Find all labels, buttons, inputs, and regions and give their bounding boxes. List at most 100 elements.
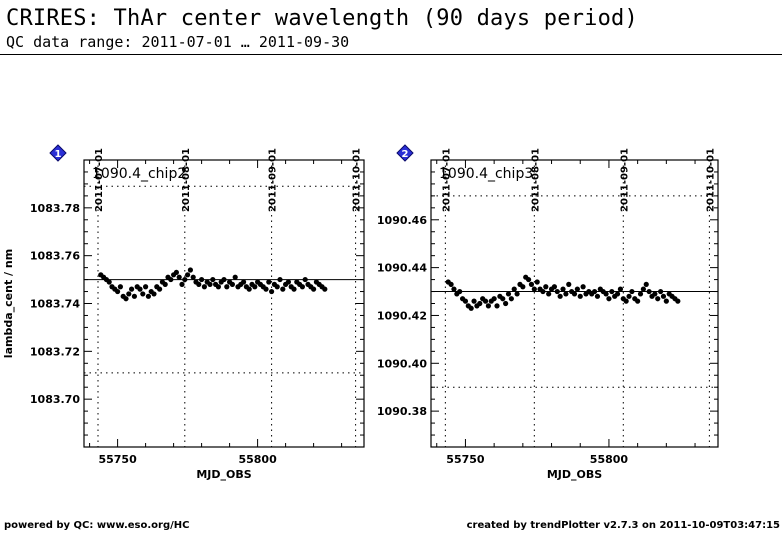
- data-point: [594, 293, 601, 299]
- data-point: [554, 288, 560, 295]
- data-point: [190, 274, 196, 280]
- data-point: [626, 293, 632, 299]
- data-point: [520, 284, 526, 290]
- data-point: [525, 276, 532, 283]
- data-point: [201, 284, 207, 290]
- data-point: [503, 300, 509, 307]
- data-point: [675, 298, 681, 304]
- data-point: [451, 286, 457, 292]
- date-tick-label: 2011-08-01: [530, 148, 541, 212]
- data-point: [277, 276, 283, 283]
- data-point: [115, 288, 121, 295]
- data-point: [252, 284, 258, 290]
- panel-badge-number: 1: [55, 149, 62, 160]
- data-point: [207, 281, 213, 287]
- date-tick-label: 2011-09-01: [268, 148, 279, 212]
- data-point: [617, 286, 624, 292]
- data-point: [173, 269, 179, 276]
- data-point: [131, 293, 137, 299]
- data-point: [658, 288, 664, 295]
- footer-powered-by: powered by QC: www.eso.org/HC: [4, 520, 190, 531]
- data-point: [224, 284, 230, 290]
- data-point: [528, 281, 535, 287]
- header-divider: [0, 54, 782, 55]
- data-point: [623, 298, 629, 304]
- data-point: [491, 296, 497, 302]
- data-point: [566, 281, 572, 287]
- data-point: [614, 291, 621, 297]
- data-point: [660, 293, 667, 299]
- data-point: [580, 284, 586, 290]
- data-point: [462, 298, 469, 304]
- data-point: [322, 286, 328, 292]
- y-tick-label: 1083.74: [30, 298, 80, 311]
- data-point: [168, 276, 174, 283]
- data-point: [215, 284, 221, 290]
- y-tick-label: 1083.76: [30, 250, 80, 263]
- footer-created-by: created by trendPlotter v2.7.3 on 2011-1…: [466, 520, 780, 531]
- data-point: [637, 291, 644, 297]
- data-point: [221, 276, 227, 283]
- data-point: [477, 300, 483, 307]
- data-point: [591, 288, 598, 295]
- data-point: [540, 288, 546, 295]
- data-point: [606, 296, 612, 302]
- data-point: [643, 281, 649, 287]
- data-point: [280, 286, 286, 292]
- data-point: [663, 298, 669, 304]
- data-point: [482, 298, 489, 304]
- data-point: [126, 291, 132, 297]
- date-tick-label: 2011-09-01: [619, 148, 630, 212]
- data-point: [543, 284, 549, 290]
- date-tick-label: 2011-07-01: [441, 148, 452, 212]
- data-point: [609, 288, 615, 295]
- panel-badge-icon: [396, 144, 414, 162]
- data-point: [123, 296, 129, 302]
- data-point: [603, 291, 609, 297]
- data-point: [210, 276, 216, 283]
- data-point: [563, 291, 569, 297]
- data-point: [145, 293, 151, 299]
- data-point: [266, 279, 272, 285]
- x-tick-label: 55800: [590, 453, 629, 466]
- page-title: CRIRES: ThAr center wavelength (90 days …: [6, 6, 638, 31]
- plot-frame: [83, 159, 365, 448]
- data-point: [162, 281, 168, 287]
- data-point: [546, 291, 552, 297]
- data-point: [232, 274, 238, 280]
- y-tick-label: 1083.72: [30, 345, 80, 358]
- x-axis-label: MJD_OBS: [196, 468, 251, 481]
- panel-badge-number: 2: [402, 149, 409, 160]
- data-point: [640, 286, 646, 292]
- panel-label: 1090.4_chip2: [92, 166, 186, 182]
- data-point: [187, 267, 193, 273]
- data-point: [129, 286, 135, 292]
- panel-badge-icon: [49, 144, 67, 162]
- y-axis-label: lambda_cent / nm: [2, 249, 15, 358]
- data-point: [560, 286, 566, 292]
- y-tick-label: 1090.46: [377, 214, 427, 227]
- x-tick-label: 55750: [446, 453, 485, 466]
- data-point: [229, 281, 235, 287]
- data-point: [157, 286, 163, 292]
- data-point: [299, 284, 305, 290]
- data-point: [577, 293, 583, 299]
- data-point: [291, 286, 297, 292]
- data-point: [652, 291, 658, 297]
- data-point: [471, 298, 477, 304]
- data-point: [468, 305, 474, 311]
- data-point: [311, 286, 317, 292]
- data-point: [557, 293, 563, 299]
- chart-panel-2: 2011-07-01 2011-08-01 2011-09-01 2011-10-01…: [377, 144, 719, 481]
- y-tick-label: 1090.44: [377, 262, 427, 275]
- date-tick-label: 2011-08-01: [181, 148, 192, 212]
- data-point: [176, 274, 182, 280]
- data-point: [448, 281, 454, 287]
- data-point: [574, 286, 580, 292]
- data-point: [508, 296, 514, 302]
- data-point: [199, 276, 205, 283]
- data-point: [500, 296, 506, 302]
- data-point: [182, 276, 188, 283]
- data-point: [269, 288, 275, 295]
- y-tick-label: 1090.42: [377, 309, 427, 322]
